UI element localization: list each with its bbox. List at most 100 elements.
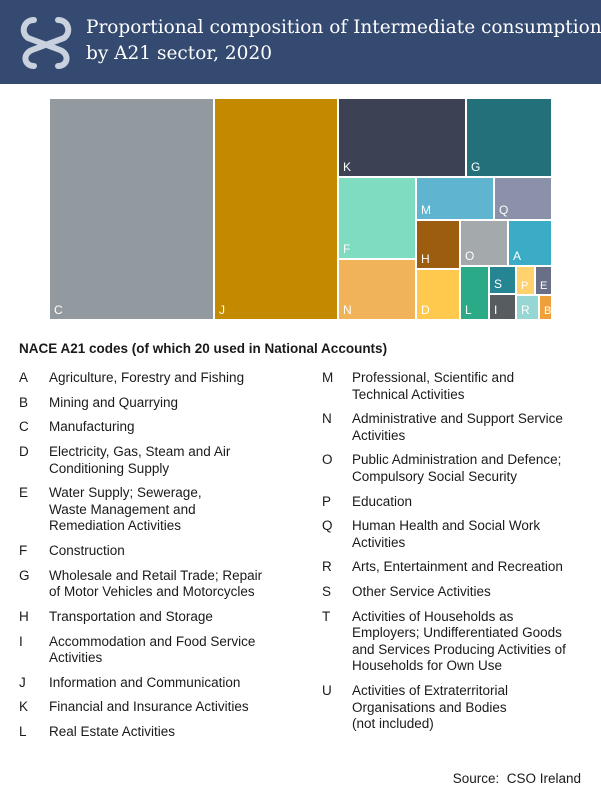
code-row-n: N Administrative and Support Service Acti… bbox=[322, 411, 597, 444]
code-description: Professional, Scientific and Technical A… bbox=[352, 370, 515, 402]
treemap-tile-g bbox=[467, 99, 551, 176]
treemap-tile-j bbox=[215, 99, 337, 319]
treemap-label-h: H bbox=[421, 252, 430, 266]
code-letter: P bbox=[322, 493, 332, 509]
code-letter: T bbox=[322, 608, 331, 624]
treemap-tile-o bbox=[461, 221, 507, 265]
code-letter: R bbox=[322, 559, 332, 575]
treemap-tile-b bbox=[540, 296, 551, 319]
treemap-label-r: R bbox=[521, 303, 530, 317]
code-letter: F bbox=[19, 542, 28, 558]
code-description: Arts, Entertainment and Recreation bbox=[352, 559, 563, 575]
code-letter: D bbox=[19, 444, 29, 460]
code-description: Financial and Insurance Activities bbox=[49, 699, 249, 715]
treemap-label-d: D bbox=[421, 303, 430, 317]
code-row-h: H Transportation and Storage bbox=[19, 609, 299, 626]
treemap-label-s: S bbox=[494, 277, 502, 291]
code-description: Activities of Extraterritorial Organisat… bbox=[352, 683, 509, 731]
treemap-label-b: B bbox=[544, 305, 551, 317]
code-description: Water Supply; Sewerage, Waste Management… bbox=[49, 485, 202, 534]
treemap-label-c: C bbox=[54, 303, 63, 317]
codes-list-right: M Professional, Scientific and Technical … bbox=[322, 370, 597, 741]
treemap-label-m: M bbox=[421, 203, 431, 217]
treemap-tile-r bbox=[517, 296, 538, 319]
code-letter: G bbox=[19, 567, 30, 583]
code-letter: I bbox=[19, 633, 23, 649]
code-row-o: O Public Administration and Defence; Comp… bbox=[322, 452, 597, 485]
treemap-tile-q bbox=[495, 178, 551, 219]
treemap-label-l: L bbox=[465, 303, 472, 317]
code-row-q: Q Human Health and Social Work Activities bbox=[322, 518, 597, 551]
treemap-tile-l bbox=[461, 267, 488, 319]
treemap-label-a: A bbox=[513, 249, 521, 263]
code-row-g: G Wholesale and Retail Trade; Repair of M… bbox=[19, 568, 299, 601]
treemap-tile-d bbox=[417, 270, 459, 319]
code-description: Education bbox=[352, 493, 413, 509]
code-description: Mining and Quarrying bbox=[49, 394, 179, 410]
code-row-u: U Activities of Extraterritorial Organisa… bbox=[322, 683, 597, 733]
treemap-tile-k bbox=[339, 99, 465, 176]
code-description: Human Health and Social Work Activities bbox=[352, 518, 541, 550]
code-letter: M bbox=[322, 370, 334, 385]
code-row-b: B Mining and Quarrying bbox=[19, 395, 299, 412]
code-description: Agriculture, Forestry and Fishing bbox=[49, 370, 245, 385]
treemap-tile-a bbox=[509, 221, 551, 265]
code-description: Manufacturing bbox=[49, 419, 135, 435]
code-row-r: R Arts, Entertainment and Recreation bbox=[322, 559, 597, 576]
code-row-l: L Real Estate Activities bbox=[19, 724, 299, 741]
code-letter: C bbox=[19, 419, 29, 435]
treemap-label-p: P bbox=[521, 280, 528, 292]
treemap-tile-s bbox=[490, 267, 515, 293]
code-description: Transportation and Storage bbox=[49, 608, 213, 624]
code-letter: A bbox=[19, 370, 29, 385]
code-letter: B bbox=[19, 394, 29, 410]
code-letter: O bbox=[322, 452, 333, 468]
code-row-d: D Electricity, Gas, Steam and Air Conditi… bbox=[19, 444, 299, 477]
treemap-tile-f bbox=[339, 178, 415, 258]
treemap-tile-c bbox=[50, 99, 213, 319]
chart-title: Proportional composition of Intermediate… bbox=[86, 15, 601, 67]
treemap-label-e: E bbox=[540, 280, 547, 292]
code-row-c: C Manufacturing bbox=[19, 419, 299, 436]
treemap-tile-h bbox=[417, 221, 459, 268]
code-row-s: S Other Service Activities bbox=[322, 584, 597, 601]
code-letter: K bbox=[19, 699, 29, 715]
code-description: Wholesale and Retail Trade; Repair of Mo… bbox=[49, 567, 263, 600]
code-description: Administrative and Support Service Activ… bbox=[352, 411, 563, 443]
treemap-label-q: Q bbox=[499, 203, 508, 217]
treemap-label-i: I bbox=[494, 303, 497, 317]
treemap-label-g: G bbox=[471, 160, 480, 174]
code-row-i: I Accommodation and Food Service Activiti… bbox=[19, 634, 299, 667]
treemap-label-o: O bbox=[465, 249, 474, 263]
code-description: Information and Communication bbox=[49, 674, 241, 690]
code-row-p: P Education bbox=[322, 494, 597, 511]
codes-list-left: A Agriculture, Forestry and Fishing B Minin… bbox=[19, 370, 299, 749]
chart-title-line-2: by A21 sector, 2020 bbox=[86, 43, 272, 64]
treemap-label-n: N bbox=[343, 303, 352, 317]
source-note: Source: CSO Ireland bbox=[452, 771, 581, 786]
code-description: Other Service Activities bbox=[352, 584, 491, 600]
treemap-tile-p bbox=[517, 267, 534, 294]
code-letter: H bbox=[19, 608, 29, 624]
treemap-tile-i bbox=[490, 295, 515, 319]
code-description: Accommodation and Food Service Activitie… bbox=[49, 633, 256, 666]
code-letter: Q bbox=[322, 518, 333, 534]
code-letter: N bbox=[322, 411, 332, 427]
treemap-label-j: J bbox=[219, 303, 225, 317]
code-row-j: J Information and Communication bbox=[19, 675, 299, 692]
cso-logo-icon bbox=[20, 17, 72, 69]
header-banner: Proportional composition of Intermediate… bbox=[0, 0, 601, 84]
code-description: Public Administration and Defence; Compu… bbox=[352, 452, 562, 484]
treemap-label-f: F bbox=[343, 242, 350, 256]
code-row-e: E Water Supply; Sewerage, Waste Managemen… bbox=[19, 485, 299, 535]
code-letter: J bbox=[19, 674, 26, 690]
code-description: Electricity, Gas, Steam and Air Conditio… bbox=[49, 444, 231, 476]
code-letter: L bbox=[19, 724, 27, 740]
code-row-a: A Agriculture, Forestry and Fishing bbox=[19, 370, 299, 387]
code-letter: U bbox=[322, 683, 332, 698]
code-row-f: F Construction bbox=[19, 543, 299, 560]
code-description: Construction bbox=[49, 542, 125, 558]
code-description: Real Estate Activities bbox=[49, 724, 176, 740]
code-description: Activities of Households as Employers; U… bbox=[352, 608, 566, 674]
code-letter: S bbox=[322, 584, 332, 600]
